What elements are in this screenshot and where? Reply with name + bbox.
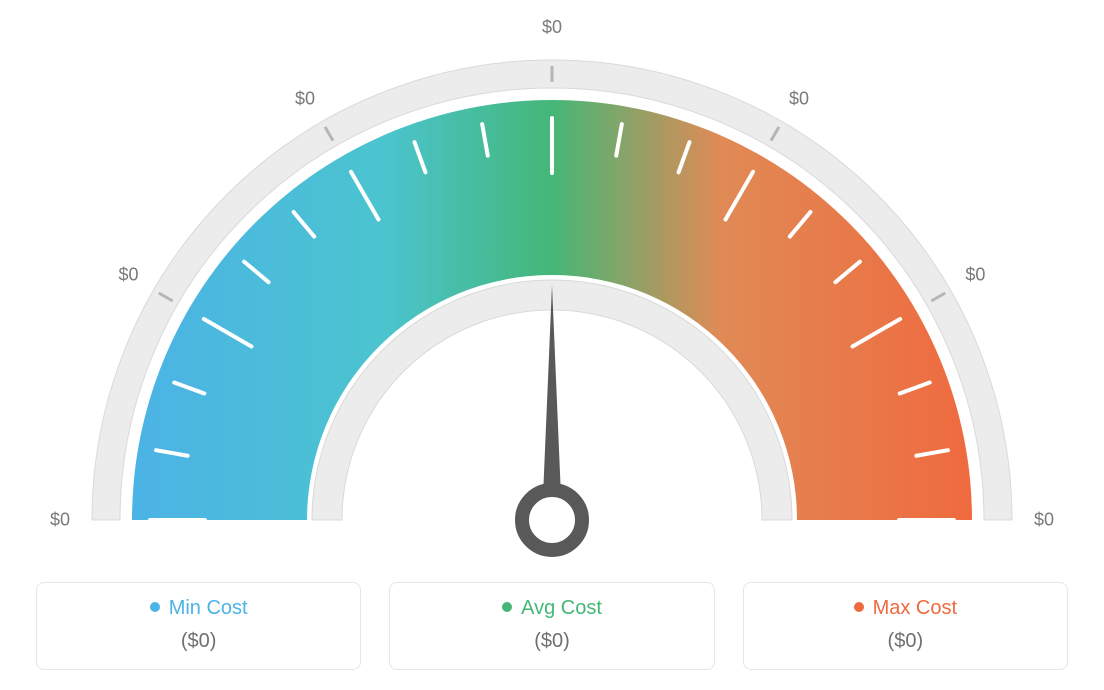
legend-title-max: Max Cost [744, 597, 1067, 620]
legend-card-avg: Avg Cost ($0) [389, 582, 714, 670]
legend-value-min: ($0) [37, 630, 360, 653]
legend-card-min: Min Cost ($0) [36, 582, 361, 670]
legend-label-max: Max Cost [873, 597, 957, 619]
chart-container: $0 $0 $0 $0 $0 $0 $0 Min Cost ($0) Avg Cost ($… [0, 0, 1104, 690]
gauge-svg [52, 15, 1052, 575]
gauge [52, 15, 1052, 575]
legend-title-min: Min Cost [37, 597, 360, 620]
legend-dot-max [854, 602, 864, 612]
legend-title-avg: Avg Cost [390, 597, 713, 620]
legend-label-avg: Avg Cost [521, 597, 602, 619]
legend-dot-avg [502, 602, 512, 612]
legend-row: Min Cost ($0) Avg Cost ($0) Max Cost ($0… [36, 582, 1068, 670]
gauge-scale-label: $0 [542, 17, 562, 38]
legend-value-avg: ($0) [390, 630, 713, 653]
legend-card-max: Max Cost ($0) [743, 582, 1068, 670]
gauge-scale-label: $0 [295, 88, 315, 109]
gauge-scale-label: $0 [119, 264, 139, 285]
legend-value-max: ($0) [744, 630, 1067, 653]
gauge-scale-label: $0 [50, 510, 70, 531]
gauge-scale-label: $0 [965, 264, 985, 285]
gauge-scale-label: $0 [1034, 510, 1054, 531]
legend-label-min: Min Cost [169, 597, 248, 619]
legend-dot-min [150, 602, 160, 612]
gauge-scale-label: $0 [789, 88, 809, 109]
